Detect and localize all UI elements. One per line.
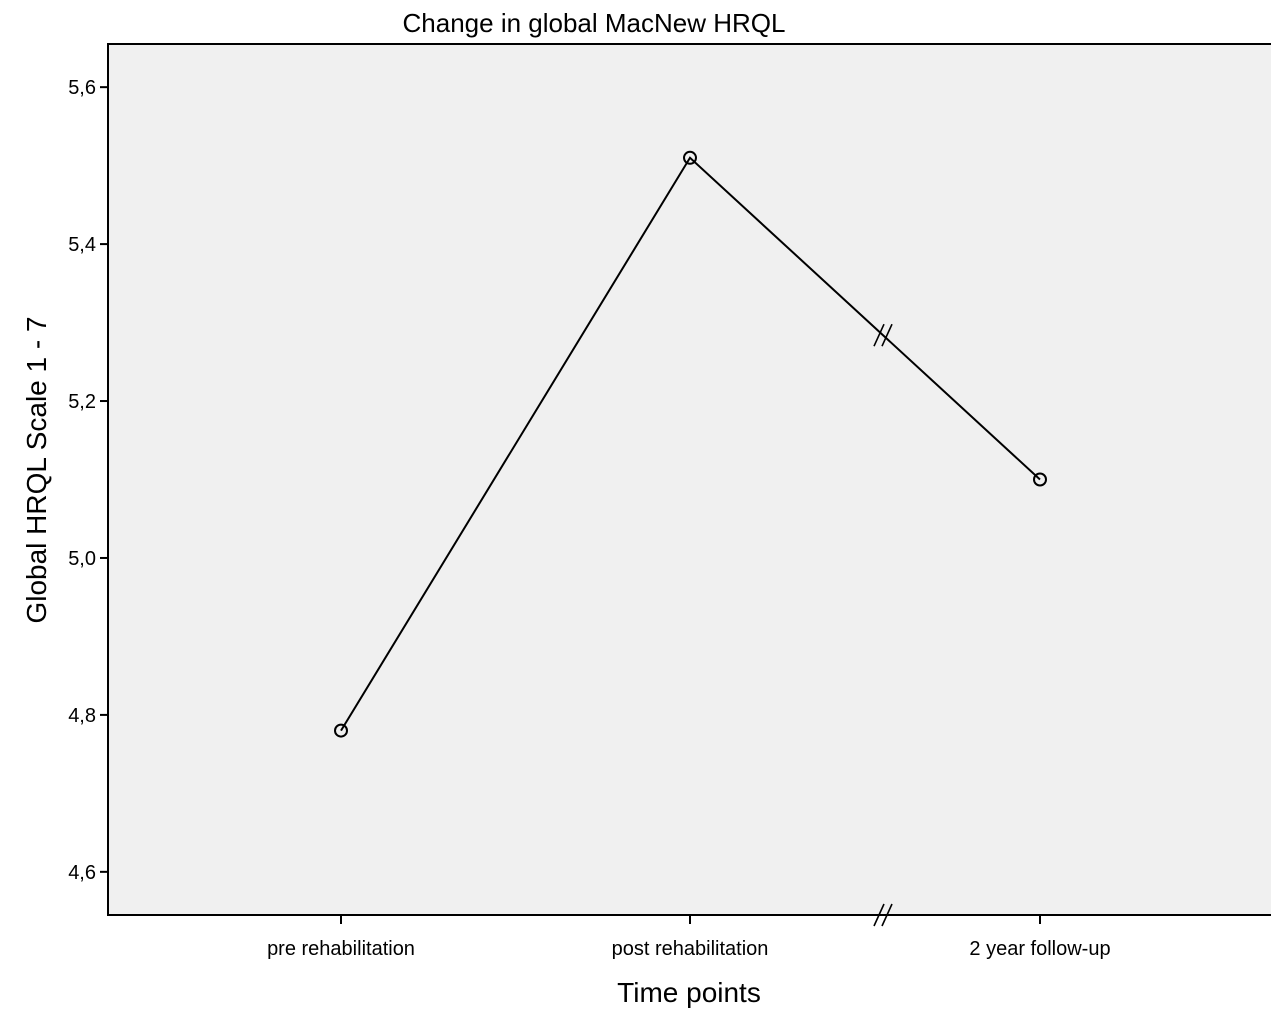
x-axis-break-marker [873, 903, 885, 927]
data-point-marker [1033, 472, 1047, 487]
y-axis-label: Global HRQL Scale 1 - 7 [21, 316, 52, 623]
data-point-marker [334, 723, 348, 738]
y-tick-label: 5,6 [68, 77, 96, 99]
plot-area [107, 43, 1271, 916]
y-tick-label: 5,4 [68, 234, 96, 256]
x-tick-label: pre rehabilitation [267, 938, 415, 960]
chart-title: Change in global MacNew HRQL [403, 8, 786, 38]
data-series [334, 150, 1047, 738]
y-tick-label: 5,0 [68, 548, 96, 570]
line-break-marker [873, 323, 885, 347]
y-tick-label: 4,6 [68, 862, 96, 884]
x-axis: pre rehabilitation post rehabilitation 2 y… [267, 915, 1111, 960]
x-axis-break-marker [881, 903, 893, 927]
x-tick-label: post rehabilitation [612, 938, 769, 960]
series-line [340, 156, 1041, 732]
line-break-marker [881, 323, 893, 347]
axis-break-markers [873, 323, 893, 927]
data-point-marker [683, 150, 697, 165]
y-axis: 4,6 4,8 5,0 5,2 5,4 5,6 [68, 77, 108, 884]
x-tick-label: 2 year follow-up [969, 938, 1110, 960]
y-tick-label: 4,8 [68, 705, 96, 727]
y-tick-label: 5,2 [68, 391, 96, 413]
x-axis-label: Time points [617, 977, 761, 1008]
